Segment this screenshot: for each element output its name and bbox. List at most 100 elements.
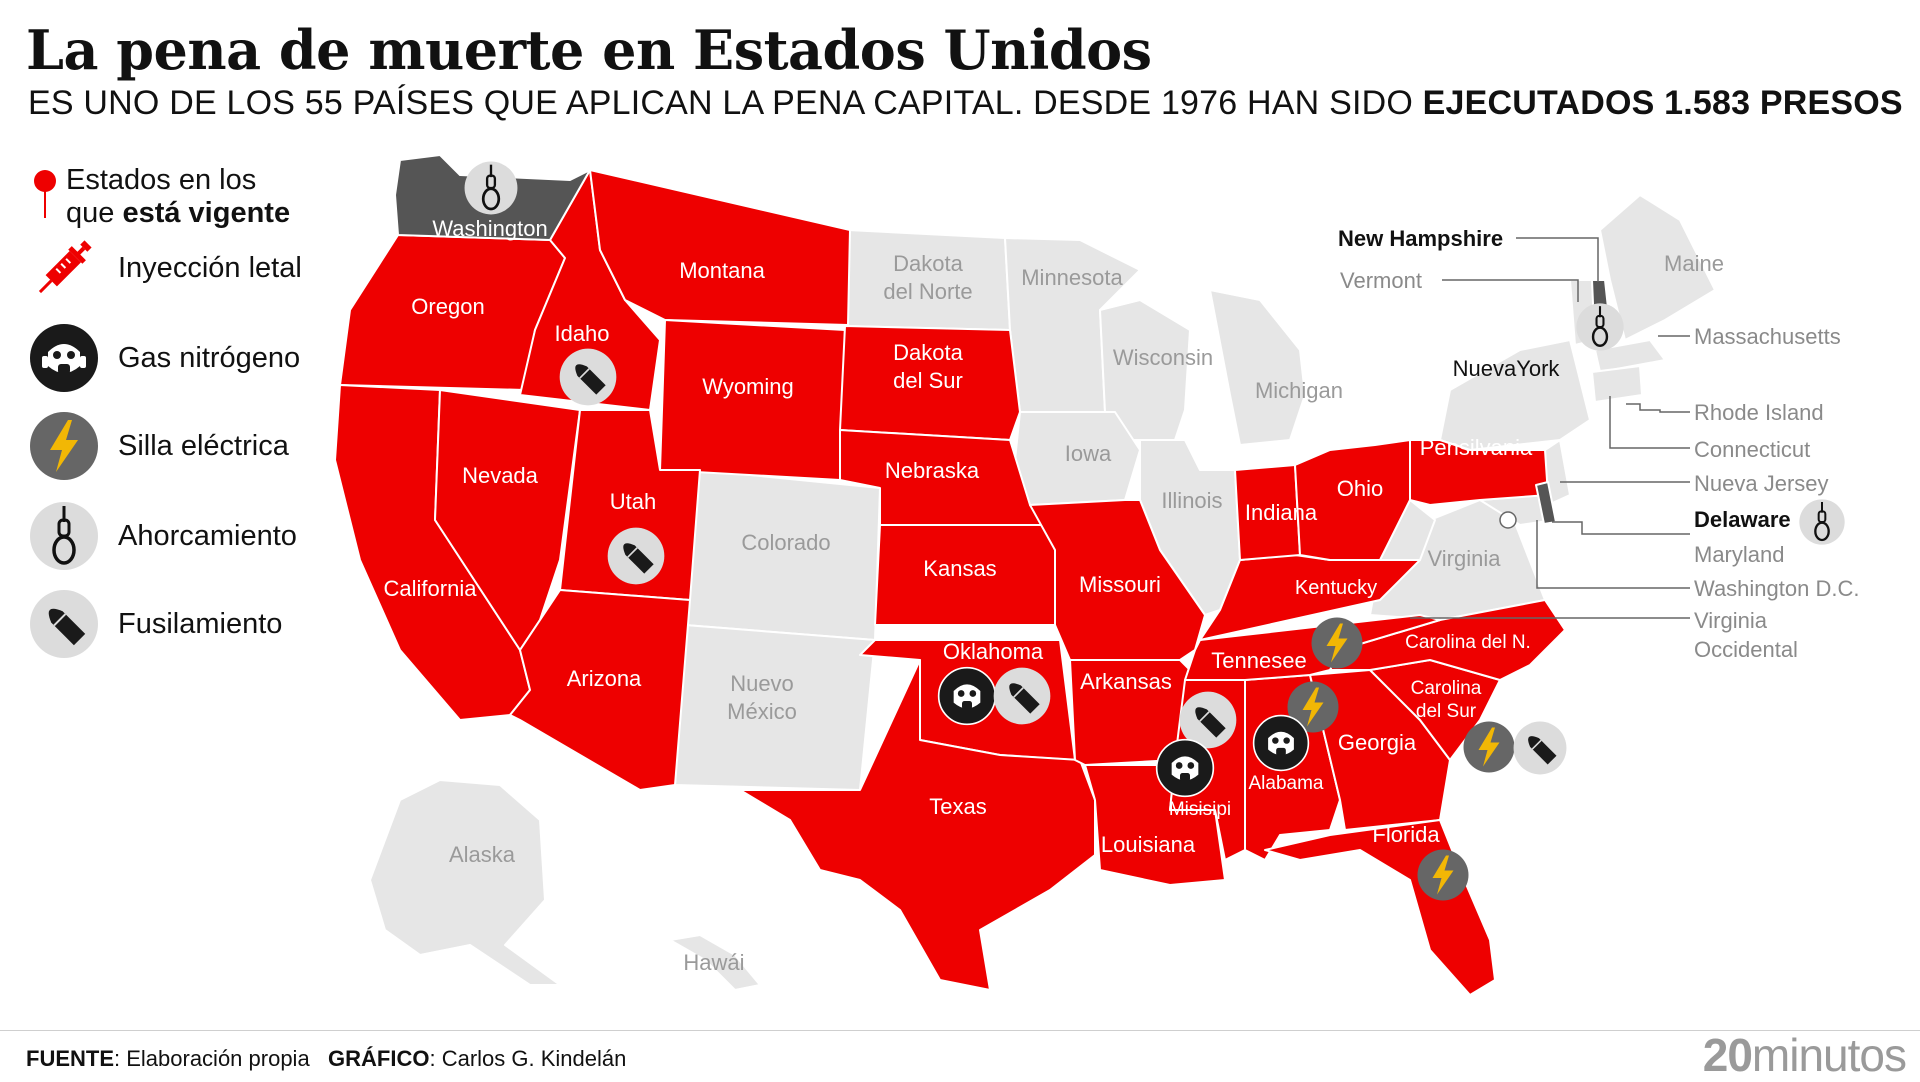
state-massachusetts [1594, 339, 1666, 373]
oklahoma-gas-icon [937, 666, 997, 726]
state-south-dakota [839, 325, 1021, 441]
florida-bolt-icon [1417, 849, 1469, 901]
bullet-icon [30, 590, 98, 658]
state-michigan [1209, 289, 1306, 446]
footer-credits: FUENTE: Elaboración propia GRÁFICO: Carl… [26, 1046, 626, 1072]
brand-logo: 20minutos [1702, 1028, 1907, 1082]
label-nebraska: Nebraska [885, 458, 980, 483]
label-nueva-york: NuevaYork [1453, 356, 1561, 381]
tennessee-bolt-icon [1311, 617, 1363, 669]
legend-item-silla: Silla eléctrica [28, 410, 289, 482]
label-misisipi: Misisipi [1169, 799, 1231, 820]
carolina-sur-bolt-icon [1463, 721, 1515, 773]
footer-source-text: : Elaboración propia [114, 1046, 310, 1071]
label-iowa: Iowa [1065, 441, 1112, 466]
label-wyoming: Wyoming [702, 374, 794, 399]
lightning-icon [30, 412, 98, 480]
callout-massachusetts: Massachusetts [1694, 324, 1841, 349]
legend-item-fusilamiento: Fusilamiento [28, 588, 282, 660]
label-indiana: Indiana [1245, 500, 1318, 525]
label-arkansas: Arkansas [1080, 669, 1172, 694]
footer-graphic-text: : Carlos G. Kindelán [429, 1046, 627, 1071]
state-texas [739, 659, 1096, 991]
legend-vigente-line2-normal: que [66, 197, 123, 229]
label-dakota-norte-1: Dakota [893, 251, 963, 276]
label-georgia: Georgia [1338, 730, 1417, 755]
label-colorado: Colorado [741, 530, 830, 555]
legend-label-silla: Silla eléctrica [118, 429, 289, 462]
callout-rhode-island: Rhode Island [1694, 400, 1824, 425]
washington-noose-icon [463, 160, 519, 216]
delaware-noose-icon [1798, 498, 1846, 546]
callout-delaware: Delaware [1694, 507, 1791, 532]
label-kansas: Kansas [923, 556, 996, 581]
legend-label-fusilamiento: Fusilamiento [118, 607, 283, 640]
state-maine [1599, 194, 1716, 341]
label-dakota-norte-2: del Norte [883, 279, 972, 304]
legend-vigente-text: Estados en los que está vigente [66, 164, 326, 230]
label-alaska: Alaska [449, 842, 516, 867]
state-alaska [369, 779, 561, 986]
legend-stem [44, 190, 46, 218]
subtitle: ES UNO DE LOS 55 PAÍSES QUE APLICAN LA P… [28, 84, 1903, 123]
legend-vigente-line2-bold: está vigente [122, 197, 291, 229]
label-maine: Maine [1664, 251, 1724, 276]
label-dakota-sur-2: del Sur [893, 368, 963, 393]
callout-washington-dc: Washington D.C. [1694, 576, 1859, 601]
callout-connecticut: Connecticut [1694, 437, 1810, 462]
label-california: California [384, 576, 478, 601]
label-washington: Washington [432, 216, 547, 241]
legend-item-inyeccion: Inyección letal [28, 232, 302, 304]
label-nuevo-mexico-2: México [727, 699, 797, 724]
legend-label-inyeccion: Inyección letal [118, 251, 302, 284]
legend-label-ahorcamiento: Ahorcamiento [118, 519, 297, 552]
state-virginia [1369, 499, 1546, 621]
label-alabama: Alabama [1249, 773, 1324, 794]
state-new-york [1439, 339, 1591, 451]
alabama-gas-icon [1252, 714, 1310, 772]
carolina-sur-bullet-icon [1512, 720, 1568, 776]
syringe-icon [38, 240, 92, 294]
legend-item-ahorcamiento: Ahorcamiento [28, 500, 297, 572]
legend-label-gas: Gas nitrógeno [118, 341, 301, 374]
label-wisconsin: Wisconsin [1113, 345, 1213, 370]
label-utah: Utah [610, 489, 656, 514]
red-dot-icon [34, 170, 56, 192]
state-colorado [684, 469, 881, 641]
legend-item-gas: Gas nitrógeno [28, 322, 300, 394]
label-idaho: Idaho [554, 321, 609, 346]
label-texas: Texas [929, 794, 986, 819]
state-ri-ct [1591, 365, 1643, 403]
dc-marker [1499, 511, 1517, 529]
noose-icon [30, 502, 98, 570]
label-kentucky: Kentucky [1295, 577, 1377, 599]
footer-graphic-label: GRÁFICO [328, 1046, 430, 1071]
state-wyoming [659, 319, 846, 481]
state-north-carolina [1329, 599, 1566, 681]
label-ohio: Ohio [1337, 476, 1383, 501]
footer-divider [0, 1030, 1920, 1031]
callout-new-hampshire: New Hampshire [1338, 226, 1503, 251]
label-virginia: Virginia [1428, 546, 1502, 571]
label-minnesota: Minnesota [1021, 265, 1123, 290]
label-carolina-norte: Carolina del N. [1405, 632, 1531, 653]
label-louisiana: Louisiana [1101, 832, 1196, 857]
new-hampshire-noose-icon [1575, 302, 1625, 352]
label-tennessee: Tennesee [1211, 648, 1306, 673]
brand-number: 20 [1702, 1029, 1753, 1081]
label-hawai: Hawái [683, 950, 744, 975]
callout-virginia-occidental-1: Virginia [1694, 608, 1768, 633]
footer-source-label: FUENTE [26, 1046, 114, 1071]
oklahoma-bullet-icon [992, 666, 1052, 726]
utah-bullet-icon [606, 526, 666, 586]
callout-vermont: Vermont [1340, 268, 1422, 293]
label-missouri: Missouri [1079, 572, 1161, 597]
label-arizona: Arizona [567, 666, 642, 691]
label-dakota-sur-1: Dakota [893, 340, 963, 365]
idaho-bullet-icon [558, 347, 618, 407]
label-nevada: Nevada [462, 463, 539, 488]
label-illinois: Illinois [1161, 488, 1222, 513]
label-michigan: Michigan [1255, 378, 1343, 403]
label-carolina-sur-2: del Sur [1416, 701, 1477, 722]
